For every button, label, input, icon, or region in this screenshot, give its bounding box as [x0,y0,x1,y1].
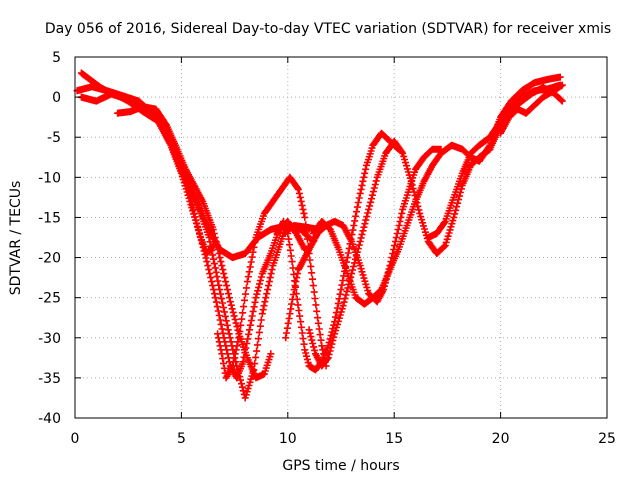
x-tick-label: 0 [71,431,80,447]
plus-markers [177,161,217,257]
x-axis-label: GPS time / hours [282,458,399,474]
y-tick-label: 0 [52,90,61,106]
plus-markers [214,173,330,382]
series-sat-e [177,161,217,257]
series-sat-d [114,103,275,382]
tick-labels: 0 5 10 15 20 25 5 0 -5 -10 -15 -20 -25 -30 -35 -40 [38,50,616,447]
plus-markers [497,81,566,137]
y-tick-label: -30 [38,331,61,347]
x-tick-label: 10 [279,431,297,447]
series-sat-j [309,73,564,308]
series-sat-c [77,89,309,382]
y-tick-label: -40 [38,411,61,427]
ticks [74,56,608,419]
plus-markers [77,89,309,382]
series-sat-g [273,129,402,374]
x-tick-label: 5 [177,431,186,447]
y-tick-label: -20 [38,251,61,267]
x-tick-label: 15 [385,431,403,447]
plus-markers [114,103,275,382]
y-tick-label: -15 [38,210,61,226]
plot-frame [74,56,608,419]
data-points [73,69,566,402]
x-tick-label: 20 [492,431,510,447]
y-tick-label: -25 [38,291,61,307]
plus-markers [309,73,564,308]
y-axis-label: SDTVAR / TECUs [8,181,24,296]
y-tick-label: -10 [38,170,61,186]
y-tick-label: -35 [38,371,61,387]
y-tick-label: 5 [52,50,61,66]
series-sat-k [424,84,566,241]
x-tick-label: 25 [598,431,616,447]
y-tick-label: -5 [47,130,61,146]
chart-title: Day 056 of 2016, Sidereal Day-to-day VTE… [45,21,611,37]
series-sat-l [497,81,566,137]
plus-markers [424,84,566,241]
plus-markers [273,129,402,374]
series-sat-f [214,173,330,382]
